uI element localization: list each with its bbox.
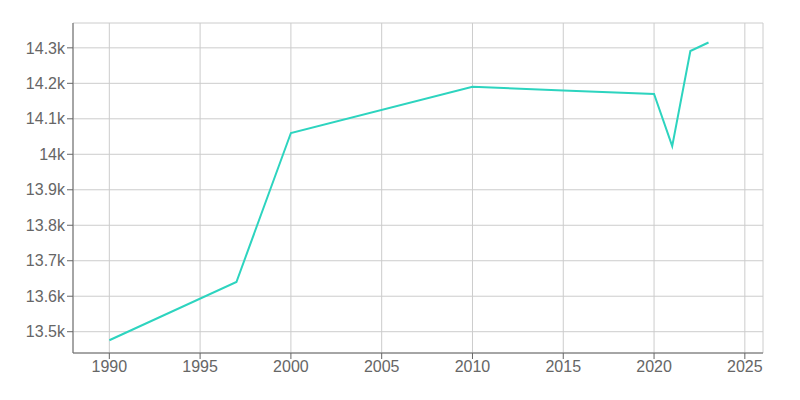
svg-text:2000: 2000: [273, 358, 309, 375]
svg-text:14.1k: 14.1k: [26, 110, 66, 127]
svg-text:13.7k: 13.7k: [26, 252, 66, 269]
svg-text:13.9k: 13.9k: [26, 181, 66, 198]
svg-text:14.3k: 14.3k: [26, 40, 66, 57]
svg-text:1990: 1990: [92, 358, 128, 375]
svg-text:2025: 2025: [727, 358, 763, 375]
svg-text:2015: 2015: [545, 358, 581, 375]
svg-text:14.2k: 14.2k: [26, 75, 66, 92]
svg-text:13.6k: 13.6k: [26, 288, 66, 305]
svg-text:2020: 2020: [636, 358, 672, 375]
svg-text:13.8k: 13.8k: [26, 217, 66, 234]
svg-text:2005: 2005: [364, 358, 400, 375]
svg-text:14k: 14k: [39, 146, 66, 163]
svg-text:1995: 1995: [182, 358, 218, 375]
svg-text:13.5k: 13.5k: [26, 323, 66, 340]
svg-text:2010: 2010: [455, 358, 491, 375]
